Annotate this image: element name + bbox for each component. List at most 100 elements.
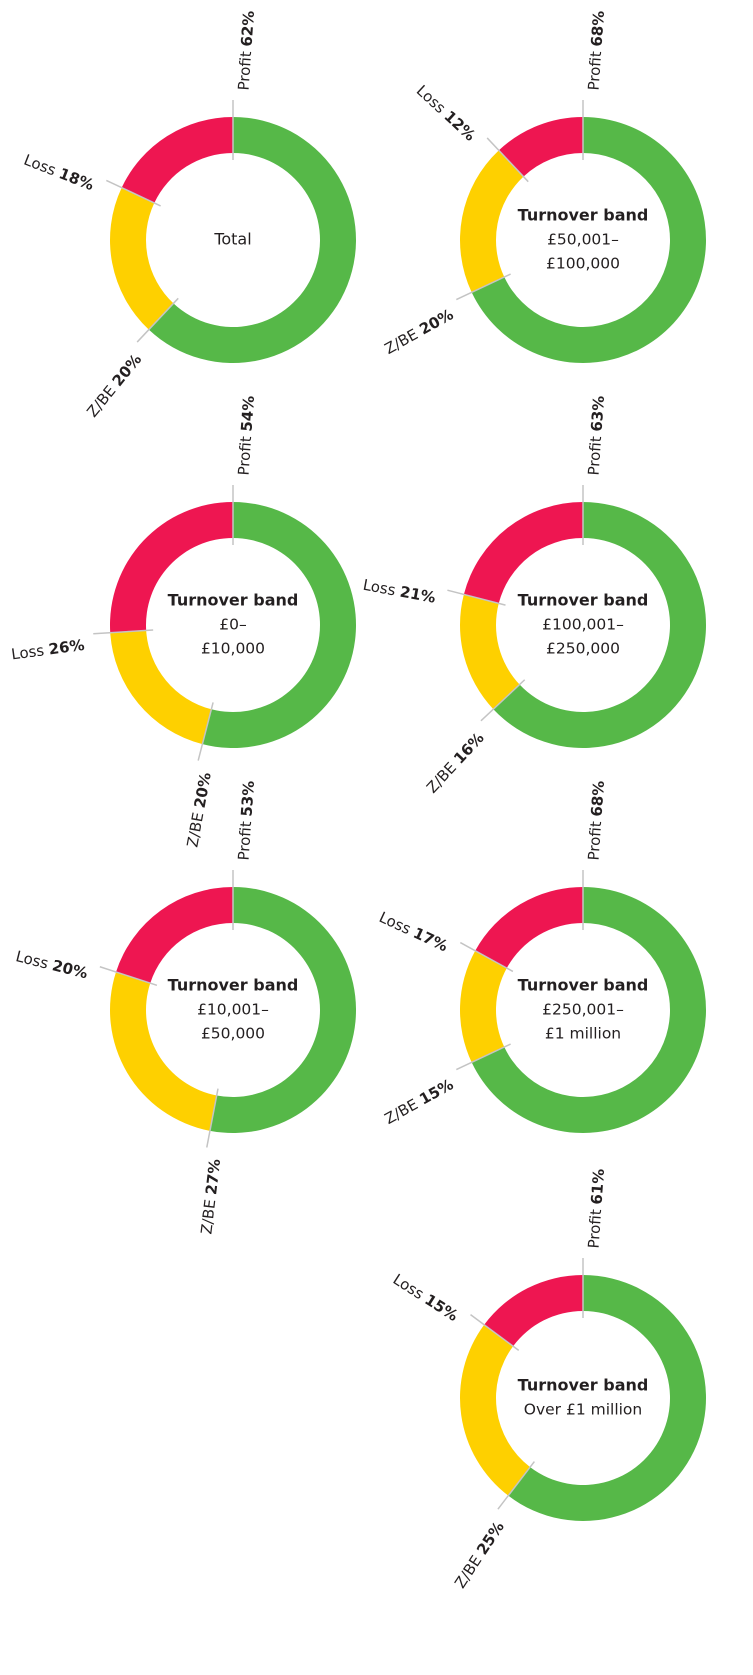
leader-line-loss <box>93 629 154 635</box>
segment-label-loss: Loss 18% <box>21 150 96 193</box>
segment-label-value: 53% <box>237 780 257 817</box>
leader-line-loss <box>470 1314 520 1351</box>
segment-label-value: 21% <box>399 582 438 606</box>
segment-label-value: 20% <box>51 956 90 982</box>
segment-label-name: Loss <box>14 947 55 974</box>
center-line: £0– <box>219 616 246 634</box>
segment-label-profit: Profit 61% <box>584 1168 608 1249</box>
donut-segment-z-be <box>459 150 524 293</box>
segment-label-z-be: Z/BE 15% <box>381 1075 456 1128</box>
donut-segment-profit <box>148 117 357 363</box>
donut-segment-loss <box>116 887 233 984</box>
segment-label-name: Profit <box>234 46 255 91</box>
segment-label-value: 17% <box>411 923 451 954</box>
segment-label-value: 68% <box>587 10 607 47</box>
leader-line-z-be <box>197 702 214 761</box>
segment-label-name: Profit <box>584 1204 605 1249</box>
leader-line-loss <box>99 966 158 986</box>
segment-label-profit: Profit 62% <box>234 10 258 91</box>
center-line: £100,001– <box>542 616 624 634</box>
leader-line-z-be <box>206 1088 219 1148</box>
segment-label-loss: Loss 20% <box>14 947 90 982</box>
center-title: Turnover band <box>518 206 649 225</box>
leader-line-z-be <box>456 1043 511 1071</box>
segment-label-value: 25% <box>473 1518 508 1558</box>
donut-segment-profit <box>471 117 706 363</box>
leader-line-loss <box>459 941 514 973</box>
segment-label-value: 54% <box>237 395 257 432</box>
leader-line-z-be <box>136 297 179 343</box>
donut-segment-loss <box>121 117 233 203</box>
segment-label-loss: Loss 26% <box>10 635 85 663</box>
leader-line-loss <box>106 179 161 207</box>
segment-label-value: 27% <box>202 1158 224 1196</box>
donut-segment-z-be <box>110 187 174 330</box>
donut-segment-profit <box>508 1275 706 1521</box>
segment-label-value: 15% <box>416 1075 456 1108</box>
segment-label-z-be: Z/BE 27% <box>197 1158 224 1235</box>
donut-segment-profit <box>209 887 357 1134</box>
center-line: Total <box>213 230 251 249</box>
segment-label-loss: Loss 12% <box>413 81 479 144</box>
segment-label-name: Profit <box>234 816 255 861</box>
donut-segment-z-be <box>110 971 217 1131</box>
segment-label-profit: Profit 53% <box>234 780 258 861</box>
donut-segment-z-be <box>460 594 520 710</box>
center-line: £100,000 <box>546 255 620 273</box>
segment-label-name: Profit <box>584 431 605 476</box>
donut-segment-profit <box>471 887 706 1133</box>
donut-segment-loss <box>109 502 233 633</box>
donut-chart-5: Profit 53% Z/BE 27% Loss 20% Turnover band £… <box>14 780 357 1235</box>
segment-label-profit: Profit 68% <box>584 10 608 91</box>
segment-label-loss: Loss 15% <box>390 1270 462 1325</box>
center-title: Turnover band <box>518 1376 649 1395</box>
donut-chart-4: Profit 63% Z/BE 16% Loss 21% Turnover band £… <box>362 395 706 796</box>
segment-label-profit: Profit 68% <box>584 780 608 861</box>
donut-chart-7: Profit 61% Z/BE 25% Loss 15% Turnover band O… <box>390 1168 706 1591</box>
center-line: £1 million <box>545 1025 621 1043</box>
segment-label-z-be: Z/BE 20% <box>183 771 214 849</box>
segment-label-value: 26% <box>47 635 85 658</box>
segment-label-name: Loss <box>10 640 50 663</box>
donut-segment-loss <box>498 117 583 177</box>
center-title: Turnover band <box>518 591 649 610</box>
center-line: £10,001– <box>197 1001 269 1019</box>
segment-label-value: 18% <box>57 164 97 194</box>
segment-label-value: 15% <box>422 1290 462 1324</box>
segment-label-value: 20% <box>190 771 214 810</box>
donut-segment-profit <box>493 502 706 748</box>
donut-chart-3: Profit 54% Z/BE 20% Loss 26% Turnover band £… <box>10 395 357 849</box>
donut-segment-profit <box>202 502 357 748</box>
segment-label-value: 16% <box>450 729 488 768</box>
center-line: £250,001– <box>542 1001 624 1019</box>
segment-label-value: 61% <box>587 1168 607 1205</box>
segment-label-loss: Loss 17% <box>376 908 450 955</box>
segment-label-value: 20% <box>108 350 145 389</box>
center-title: Turnover band <box>168 591 299 610</box>
segment-label-name: Loss <box>21 150 63 180</box>
segment-label-loss: Loss 21% <box>362 575 438 606</box>
center-line: Over £1 million <box>524 1401 643 1419</box>
segment-label-name: Profit <box>584 816 605 861</box>
segment-label-z-be: Z/BE 20% <box>83 350 145 420</box>
donut-chart-2: Profit 68% Z/BE 20% Loss 12% Turnover band £… <box>381 10 706 363</box>
center-line: £50,001– <box>547 231 619 249</box>
segment-label-value: 68% <box>587 780 607 817</box>
center-line: £10,000 <box>201 640 265 658</box>
leader-line-loss <box>486 137 529 183</box>
segment-label-name: Profit <box>584 46 605 91</box>
segment-label-value: 62% <box>237 10 257 47</box>
leader-line-loss <box>447 589 506 606</box>
leader-line-z-be <box>456 273 511 301</box>
segment-label-z-be: Z/BE 16% <box>423 729 488 797</box>
center-title: Turnover band <box>168 976 299 995</box>
donut-segment-z-be <box>110 630 212 745</box>
leader-line-z-be <box>497 1461 535 1510</box>
segment-label-z-be: Z/BE 25% <box>451 1518 508 1591</box>
center-line: £50,000 <box>201 1025 265 1043</box>
donut-segment-z-be <box>460 950 507 1063</box>
donut-segment-loss <box>463 502 583 604</box>
leader-line-z-be <box>480 679 526 722</box>
